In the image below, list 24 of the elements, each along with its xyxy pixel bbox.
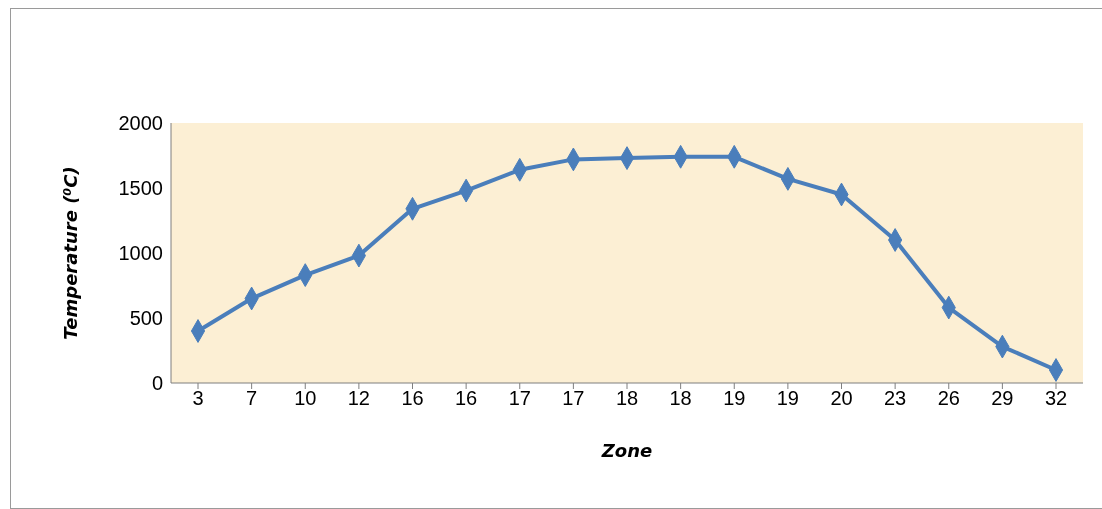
y-axis-title: Temperature (⁰C) <box>60 166 82 340</box>
x-tick-label: 3 <box>192 387 204 410</box>
x-axis-title: Zone <box>600 440 653 461</box>
x-tick-label: 29 <box>991 387 1014 410</box>
x-tick-label: 20 <box>830 387 853 410</box>
x-tick-label: 7 <box>246 387 258 410</box>
x-tick-label: 19 <box>776 387 799 410</box>
x-tick-label: 19 <box>723 387 746 410</box>
y-tick-label: 1500 <box>118 177 163 200</box>
x-tick-label: 16 <box>455 387 478 410</box>
x-tick-label: 18 <box>615 387 639 410</box>
x-tick-label: 18 <box>669 387 692 410</box>
x-tick-label: 17 <box>508 387 531 410</box>
x-tick-label: 17 <box>562 387 585 410</box>
x-tick-label: 23 <box>884 387 907 410</box>
y-tick-label: 1000 <box>118 242 163 265</box>
x-tick-label: 16 <box>401 387 424 410</box>
x-tick-label: 10 <box>294 387 317 410</box>
y-tick-label: 0 <box>151 372 163 395</box>
y-tick-label: 500 <box>129 307 163 330</box>
x-tick-label: 32 <box>1044 387 1068 410</box>
x-tick-label: 26 <box>937 387 960 410</box>
y-tick-label: 2000 <box>118 112 163 135</box>
x-tick-label: 12 <box>347 387 370 410</box>
